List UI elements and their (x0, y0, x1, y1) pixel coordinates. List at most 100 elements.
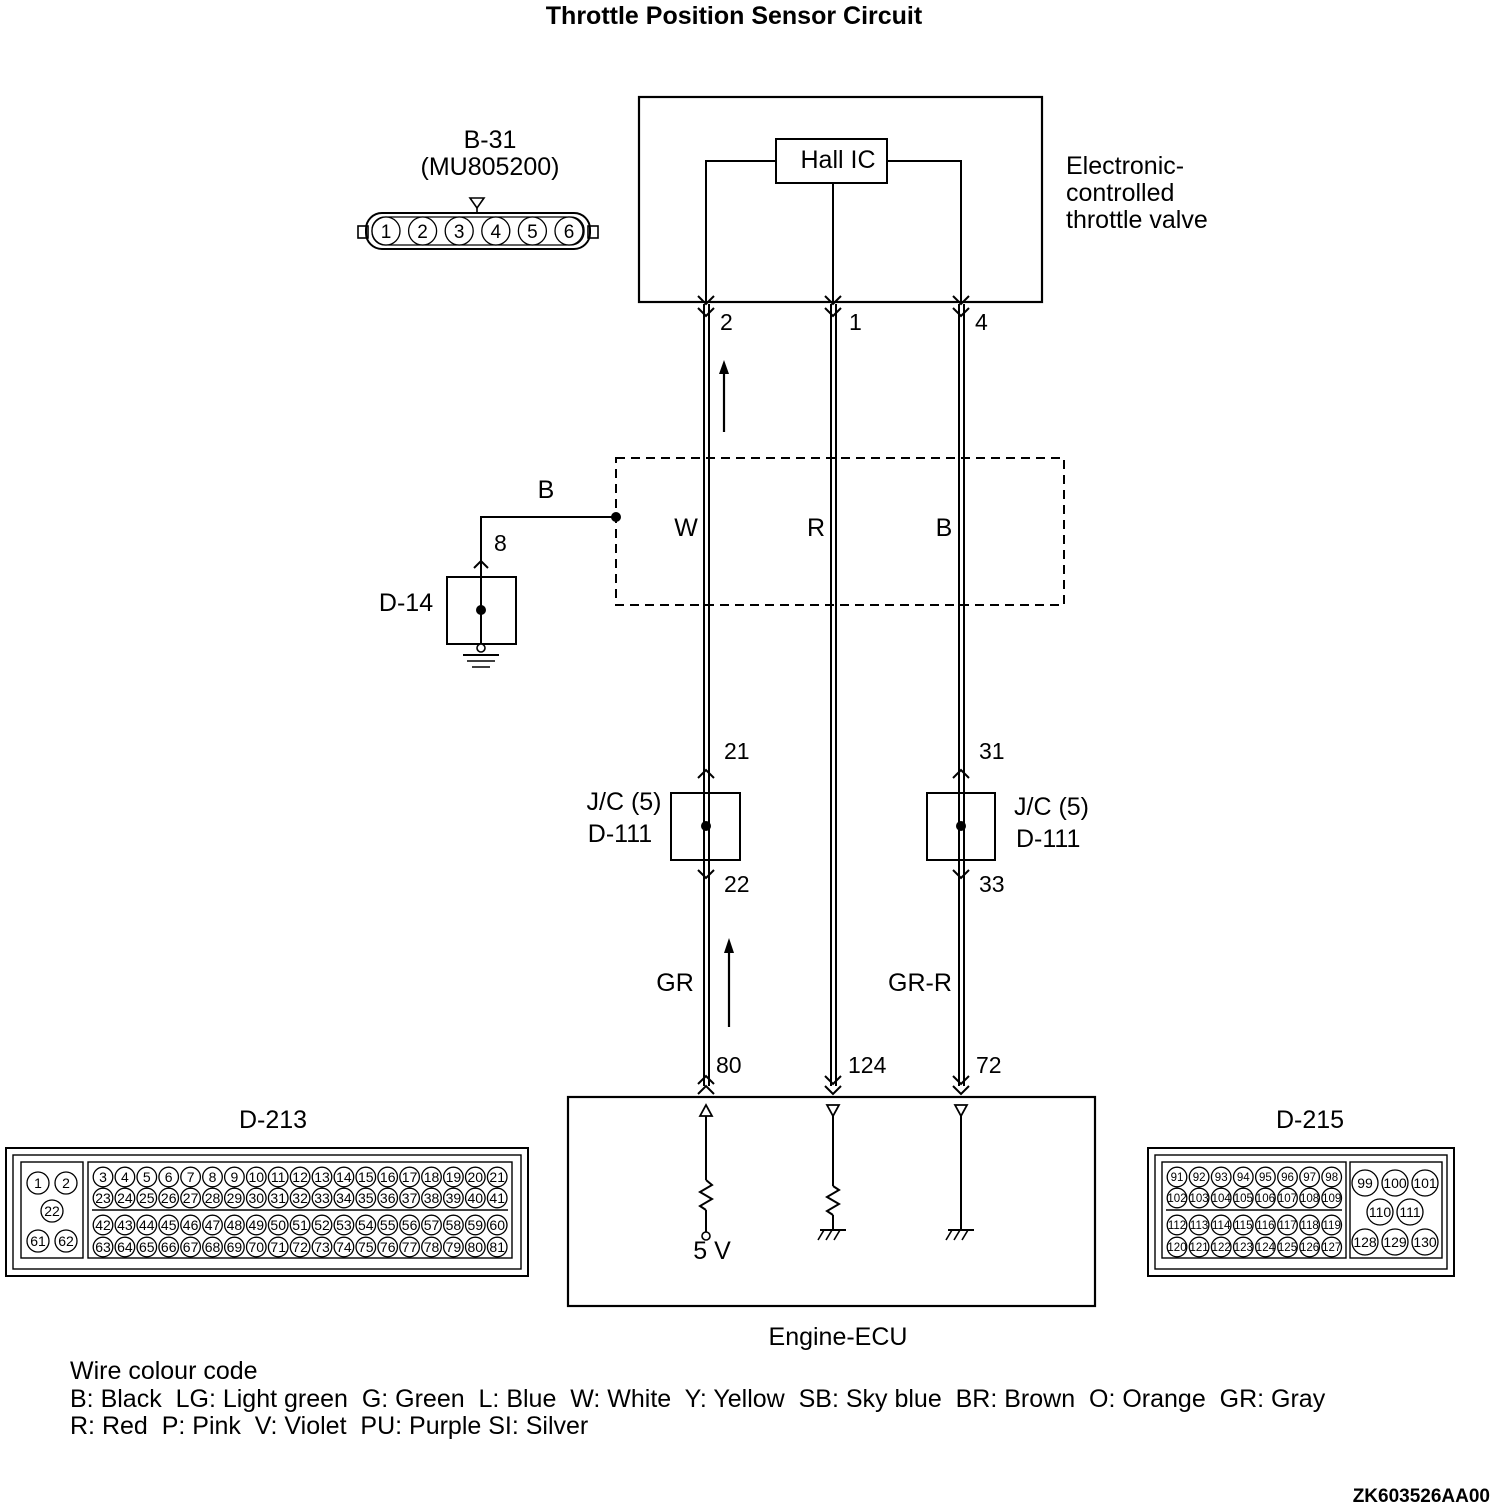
d213-pin-cavity (399, 1166, 421, 1188)
d215-pin: 123 (1234, 1242, 1253, 1254)
d213-pin-cavity (267, 1214, 289, 1236)
d215-pin: 102 (1167, 1193, 1186, 1205)
b31-part-number: (MU805200) (421, 153, 560, 181)
jc-left-line1: J/C (5) (587, 788, 662, 816)
d213-pin: 38 (424, 1190, 440, 1206)
wire-color-gr-r: GR-R (888, 969, 952, 997)
d213-pin-cavity (223, 1187, 245, 1209)
d215-pin-cavity (1188, 1166, 1210, 1188)
d213-pin-cavity (421, 1166, 442, 1188)
b31-pin: 6 (564, 222, 575, 243)
d213-pin: 39 (446, 1190, 462, 1206)
d215-pin: 127 (1322, 1242, 1341, 1254)
d213-pin: 15 (358, 1169, 374, 1185)
d215-side-pin: 110 (1369, 1204, 1392, 1220)
d215-pin: 120 (1167, 1242, 1186, 1254)
d215-pin: 118 (1300, 1220, 1318, 1232)
d213-pin: 36 (380, 1190, 396, 1206)
d213-pin: 27 (183, 1190, 199, 1206)
ecu-supply-voltage: 5 V (693, 1237, 731, 1265)
legend-line-1: B: Black LG: Light green G: Green L: Blu… (70, 1385, 1326, 1413)
d215-pin-cavity (1254, 1166, 1276, 1188)
d215-pin-cavity (1166, 1214, 1188, 1236)
d213-pin: 40 (468, 1190, 484, 1206)
d213-pin-cavity (311, 1214, 333, 1236)
d213-pin: 52 (314, 1217, 330, 1233)
d213-pin-cavity (333, 1166, 355, 1188)
d213-pin: 78 (424, 1239, 440, 1255)
d213-pin-cavity (114, 1214, 136, 1236)
d215-pin: 113 (1190, 1220, 1208, 1232)
d213-pin: 25 (139, 1190, 155, 1206)
ecu-pin-124: 124 (848, 1052, 887, 1078)
d213-pin: 57 (424, 1217, 440, 1233)
legend-line-2: R: Red P: Pink V: Violet PU: Purple SI: … (70, 1412, 588, 1440)
ecu-label: Engine-ECU (769, 1323, 908, 1351)
d213-pin-cavity (421, 1214, 442, 1236)
d213-pin: 75 (358, 1239, 374, 1255)
d213-pin: 67 (183, 1239, 199, 1255)
d213-pin: 42 (95, 1217, 111, 1233)
d213-pin: 45 (161, 1217, 177, 1233)
d215-pin: 98 (1325, 1172, 1338, 1184)
d213-pin: 74 (336, 1239, 352, 1255)
d213-pin-cavity (180, 1214, 202, 1236)
d215-pin: 122 (1212, 1242, 1231, 1254)
figure-code: ZK603526AA00 (1353, 1486, 1490, 1507)
b31-key-marker (468, 197, 486, 210)
d215-pin: 115 (1234, 1220, 1252, 1232)
d215-pin-cavity (1321, 1166, 1343, 1188)
d213-pin-cavity (245, 1187, 267, 1209)
d213-pin: 35 (358, 1190, 374, 1206)
d213-pin: 13 (314, 1169, 330, 1185)
d213-pin-cavity (464, 1187, 486, 1209)
b31-pin-cavity (444, 216, 474, 246)
d215-pin: 105 (1234, 1193, 1253, 1205)
d215-pin: 119 (1323, 1220, 1341, 1232)
d213-pin: 23 (95, 1190, 111, 1206)
d213-pin: 11 (271, 1169, 286, 1185)
d213-pin: 46 (183, 1217, 199, 1233)
d213-pin-cavity (464, 1166, 486, 1188)
d215-pin-cavity (1321, 1236, 1343, 1258)
d213-pin-cavity (267, 1236, 289, 1258)
d213-pin-cavity (464, 1214, 486, 1236)
jc-left-pin-top: 21 (724, 738, 750, 764)
d213-pin-cavity (92, 1166, 114, 1188)
d215-side-pin-cavity (1381, 1169, 1409, 1197)
b31-pin-cavity (517, 216, 548, 246)
d213-pin: 48 (227, 1217, 243, 1233)
throttle-pin-2: 2 (720, 309, 733, 335)
b31-pin-cavity (481, 216, 511, 246)
d213-pin: 28 (205, 1190, 221, 1206)
d215-pin: 108 (1300, 1193, 1319, 1205)
d215-pin: 117 (1278, 1220, 1296, 1232)
d215-pin: 126 (1300, 1242, 1319, 1254)
d213-pin-cavity (158, 1166, 180, 1188)
d213-pin: 59 (468, 1217, 484, 1233)
d213-pin-cavity (136, 1187, 158, 1209)
d215-pin-cavity (1232, 1187, 1254, 1209)
d215-side-pin-cavity (1411, 1228, 1439, 1256)
d213-pin: 33 (314, 1190, 330, 1206)
d213-pin: 5 (143, 1169, 151, 1185)
d213-pin: 30 (249, 1190, 265, 1206)
d213-pin-cavity (311, 1187, 333, 1209)
d213-pin-cavity (311, 1166, 333, 1188)
ecu-pin-72: 72 (976, 1052, 1002, 1078)
d215-pin: 94 (1237, 1172, 1250, 1184)
d215-pin: 112 (1168, 1220, 1186, 1232)
d213-pin: 20 (468, 1169, 484, 1185)
d213-pin-cavity (442, 1187, 464, 1209)
d213-pin: 18 (424, 1169, 440, 1185)
d213-pin-cavity (158, 1236, 180, 1258)
d215-pin-cavity (1166, 1166, 1188, 1188)
throttle-label-line3: throttle valve (1066, 206, 1208, 234)
d213-pin: 9 (231, 1169, 239, 1185)
d213-pin: 81 (489, 1239, 505, 1255)
d213-pin: 64 (117, 1239, 133, 1255)
d213-pin-cavity (399, 1214, 421, 1236)
d213-pin-cavity (377, 1236, 399, 1258)
b31-pin-cavity (371, 216, 401, 246)
